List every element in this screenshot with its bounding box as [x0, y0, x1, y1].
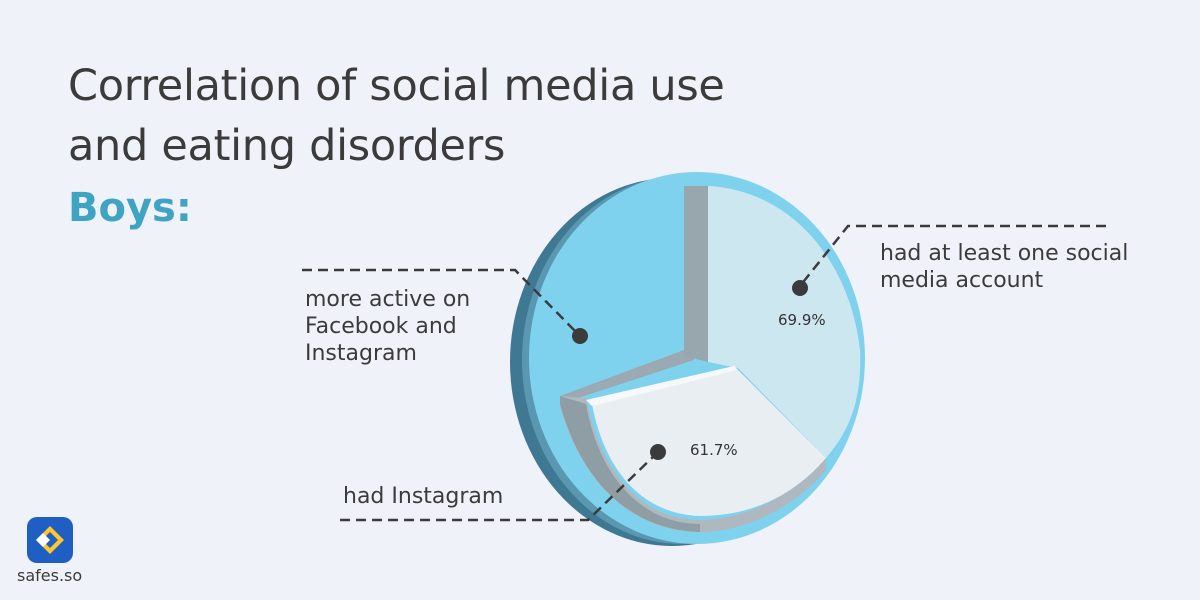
- dot-active: [572, 328, 588, 344]
- slice-account: [708, 186, 861, 458]
- safes-logo-icon: [27, 517, 73, 563]
- data-label-instagram: 61.7%: [690, 441, 738, 459]
- slice-instagram-side-wall: [560, 396, 700, 532]
- dot-instagram: [650, 444, 666, 460]
- data-label-account: 69.9%: [778, 311, 826, 329]
- leader-account: [799, 224, 1106, 287]
- leader-active: [302, 268, 579, 335]
- slice-account-inner-edge: [684, 186, 708, 362]
- dot-account: [792, 280, 808, 296]
- chart-subtitle: Boys:: [68, 185, 192, 231]
- title-line-2: and eating disorders: [68, 121, 506, 171]
- callout-account: had at least one social media account: [880, 241, 1129, 293]
- brand-name: safes.so: [17, 566, 83, 585]
- title-line-1: Correlation of social media use: [68, 61, 725, 111]
- leader-instagram: [340, 453, 657, 522]
- slice-instagram-top-edge: [586, 366, 738, 406]
- callout-more-active: more active on Facebook and Instagram: [305, 287, 471, 366]
- callout-instagram: had Instagram: [343, 484, 504, 509]
- slice-instagram: [592, 370, 826, 516]
- chart-title: Correlation of social media use and eati…: [68, 56, 725, 176]
